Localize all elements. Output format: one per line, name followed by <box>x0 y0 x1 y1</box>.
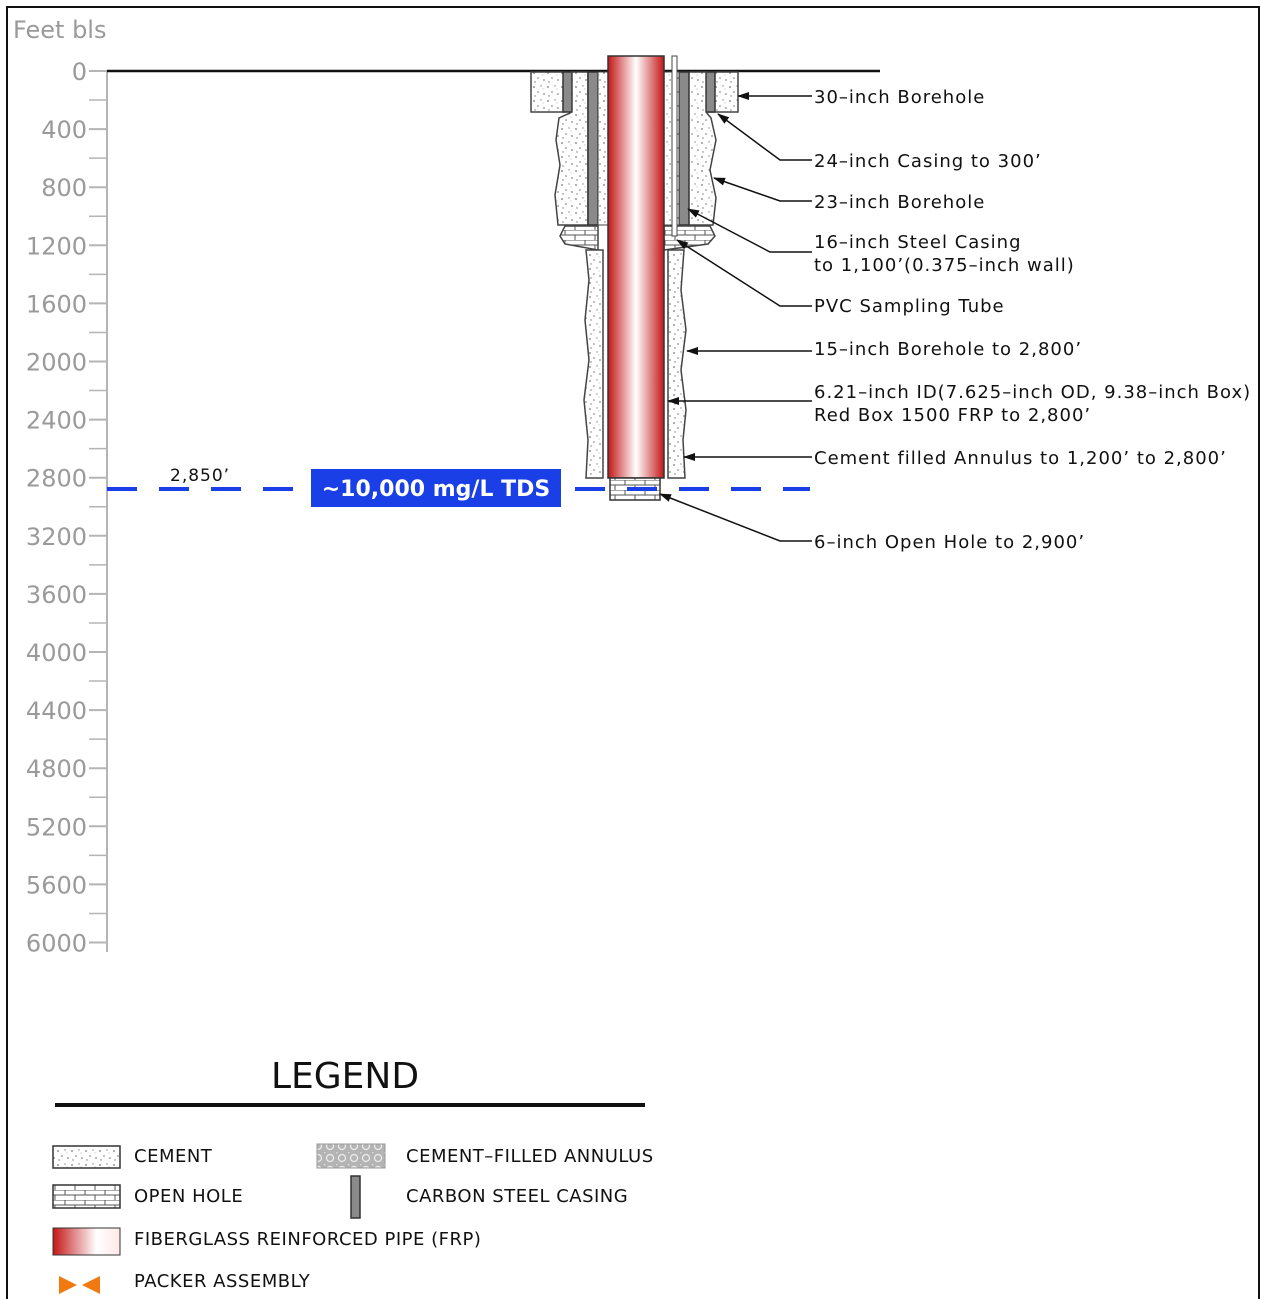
well-schematic <box>530 55 739 501</box>
leader-23-inch-borehole <box>713 177 812 202</box>
water-level-depth-label: 2,850’ <box>170 466 230 486</box>
legend-cement-label: CEMENT <box>134 1146 213 1167</box>
casing-16-inch-right <box>678 71 690 226</box>
leader-24-inch-casing <box>717 113 812 161</box>
leader-pvc-tube <box>676 239 812 307</box>
tds-label-box <box>311 469 561 507</box>
casing-24-inch-left <box>562 71 573 113</box>
depth-tick-label: 3200 <box>26 523 87 551</box>
depth-tick-label: 2800 <box>26 465 87 493</box>
depth-tick-label: 1200 <box>26 232 87 260</box>
depth-tick-label: 4800 <box>26 755 87 783</box>
leader-lines <box>659 92 812 542</box>
legend-frp-label: FIBERGLASS REINFORCED PIPE (FRP) <box>134 1229 481 1250</box>
depth-tick-label: 5600 <box>26 871 87 899</box>
annotation-23-inch-borehole: 23–inch Borehole <box>814 192 985 213</box>
casing-24-inch-right <box>705 71 716 113</box>
annotation-30-inch-borehole: 30–inch Borehole <box>814 87 985 108</box>
borehole-15-inch-right <box>667 249 687 479</box>
legend-casing-label: CARBON STEEL CASING <box>406 1186 628 1207</box>
annotation-open-hole: 6–inch Open Hole to 2,900’ <box>814 532 1085 553</box>
depth-tick-label: 6000 <box>26 930 87 958</box>
depth-tick-label: 0 <box>72 58 87 86</box>
legend-cement-swatch <box>52 1145 121 1169</box>
borehole-23-inch-right <box>687 71 717 226</box>
depth-tick-label: 1600 <box>26 290 87 318</box>
depth-tick-label: 4000 <box>26 639 87 667</box>
legend-annulus-label: CEMENT–FILLED ANNULUS <box>406 1146 654 1167</box>
tds-label: ~10,000 mg/L TDS <box>322 477 551 502</box>
frame-border <box>6 6 1260 1299</box>
depth-tick-label: 2400 <box>26 407 87 435</box>
annotation-frp-dimensions: 6.21–inch ID(7.625–inch OD, 9.38–inch Bo… <box>814 382 1251 403</box>
legend-casing-swatch <box>350 1175 361 1219</box>
depth-tick-label: 800 <box>41 174 87 202</box>
annulus-cement-upper-left <box>597 71 609 226</box>
legend-open-hole-swatch <box>52 1184 121 1209</box>
annotation-frp-type: Red Box 1500 FRP to 2,800’ <box>814 405 1091 426</box>
depth-tick-label: 4400 <box>26 697 87 725</box>
depth-tick-label: 400 <box>41 116 87 144</box>
annotation-15-inch-borehole: 15–inch Borehole to 2,800’ <box>814 339 1082 360</box>
legend-frp-swatch <box>52 1227 121 1256</box>
legend-packer-label: PACKER ASSEMBLY <box>134 1271 311 1292</box>
annotation-cement-annulus: Cement filled Annulus to 1,200’ to 2,800… <box>814 448 1227 469</box>
annotation-24-inch-casing: 24–inch Casing to 300’ <box>814 151 1042 172</box>
legend-open-hole-label: OPEN HOLE <box>134 1186 243 1207</box>
annotation-pvc-tube: PVC Sampling Tube <box>814 296 1005 317</box>
depth-tick-label: 5200 <box>26 813 87 841</box>
leader-open-hole <box>659 493 812 542</box>
open-hole-band-left <box>559 225 599 251</box>
depth-tick-label: 3600 <box>26 581 87 609</box>
frp-pipe <box>607 55 665 479</box>
axis-unit-label: Feet bls <box>13 16 106 44</box>
annotation-16-inch-casing: 16–inch Steel Casing <box>814 232 1022 253</box>
borehole-30-inch-left <box>530 71 565 113</box>
annotation-16-inch-casing-depth: to 1,100’(0.375–inch wall) <box>814 255 1075 276</box>
legend: LEGEND CEMENT CEMENT–FILLED ANNULUS OPEN… <box>52 1056 654 1294</box>
depth-tick-label: 2000 <box>26 349 87 377</box>
legend-title: LEGEND <box>271 1056 419 1097</box>
pvc-sampling-tube <box>671 55 678 237</box>
casing-16-inch-left <box>587 71 599 226</box>
borehole-15-inch-left <box>583 249 604 479</box>
leader-16-inch-casing <box>687 208 812 253</box>
packer-icon <box>59 1276 100 1294</box>
depth-ticks: 0 400 800 1200 1600 2000 2400 2800 3200 3600 4000 4… <box>26 58 107 958</box>
legend-annulus-swatch <box>316 1143 386 1169</box>
